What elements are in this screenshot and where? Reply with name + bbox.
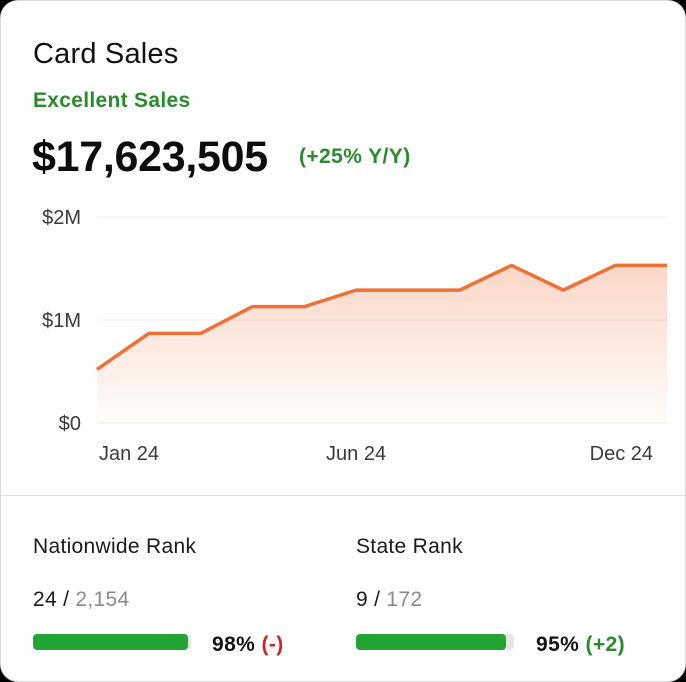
percentile-value: 95% xyxy=(536,633,580,656)
rank-label: Nationwide Rank xyxy=(33,535,197,558)
series-line xyxy=(96,263,667,371)
percentile-bar-fill xyxy=(33,634,188,650)
percentile-change: (+2) xyxy=(585,633,626,656)
y-tick-label: $1M xyxy=(42,310,81,332)
percentile-bar-track xyxy=(356,634,514,650)
percentile-text: 98% (-) xyxy=(212,631,284,659)
percentile-text: 95% (+2) xyxy=(536,631,625,659)
percentile-change: (-) xyxy=(261,633,284,656)
sales-rating-label: Excellent Sales xyxy=(33,89,191,112)
sales-area-chart: $0 $1M $2M Jan 24 Jun 24 Dec 24 xyxy=(42,207,667,465)
y-tick-label: $0 xyxy=(59,413,81,435)
x-tick-label: Dec 24 xyxy=(590,443,653,465)
x-tick-label: Jun 24 xyxy=(326,443,386,465)
yoy-change-label: (+25% Y/Y) xyxy=(299,145,411,168)
percentile-bar-fill xyxy=(356,634,507,650)
total-sales-value: $17,623,505 xyxy=(32,133,268,181)
series-area xyxy=(97,265,667,423)
section-divider xyxy=(1,495,685,496)
rank-position: 9 xyxy=(356,588,368,611)
rank-position: 24 xyxy=(33,588,57,611)
rank-total: 172 xyxy=(386,588,423,611)
rank-value: 9 / 172 xyxy=(356,586,422,614)
card-title: Card Sales xyxy=(33,38,179,70)
rank-separator: / xyxy=(63,588,70,611)
percentile-value: 98% xyxy=(212,633,256,656)
percentile-bar-track xyxy=(33,634,191,650)
rank-value: 24 / 2,154 xyxy=(33,586,129,614)
rank-separator: / xyxy=(374,588,381,611)
rank-total: 2,154 xyxy=(75,588,130,611)
rank-label: State Rank xyxy=(356,535,463,558)
y-tick-label: $2M xyxy=(42,207,81,229)
x-tick-label: Jan 24 xyxy=(99,443,159,465)
